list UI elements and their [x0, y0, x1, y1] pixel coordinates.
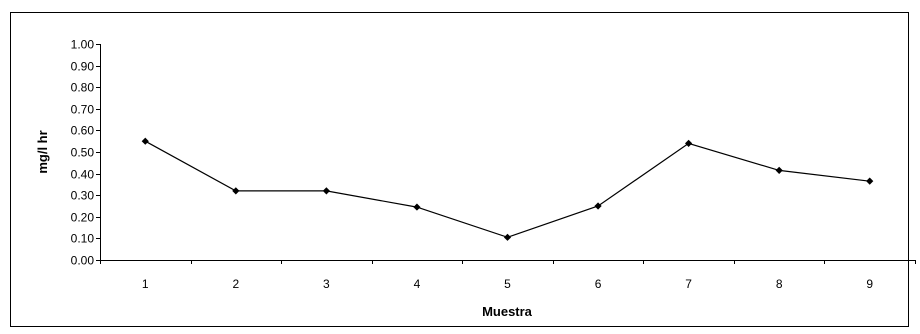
series-group [141, 137, 874, 241]
data-point [322, 187, 330, 195]
y-tick-label: 0.30 [71, 189, 95, 203]
y-tick-label: 0.90 [71, 60, 95, 74]
y-axis-title: mg/l hr [35, 130, 50, 173]
data-point [775, 166, 783, 174]
chart-frame [10, 12, 909, 327]
y-ticks: 0.00 0.10 0.20 0.30 0.40 0.50 0.60 0.70 0.80 0.90… [71, 38, 100, 268]
data-point [594, 202, 602, 210]
data-point [413, 203, 421, 211]
y-tick-label: 0.70 [71, 103, 95, 117]
y-tick-label: 0.20 [71, 211, 95, 225]
data-point [503, 233, 512, 241]
data-point [866, 177, 874, 185]
data-point [141, 137, 149, 145]
y-tick-label: 0.40 [71, 168, 95, 182]
x-tick-label: 2 [232, 277, 239, 291]
y-tick-label: 0.60 [71, 124, 95, 138]
y-tick-label: 0.10 [71, 232, 95, 246]
x-tick-label: 6 [595, 277, 602, 291]
x-axis-title: Muestra [482, 304, 533, 319]
data-point [232, 187, 240, 195]
y-tick-label: 0.00 [71, 254, 95, 268]
x-tick-label: 7 [685, 277, 692, 291]
y-tick-label: 1.00 [71, 38, 95, 52]
data-point [685, 139, 693, 147]
x-tick-label: 5 [504, 277, 511, 291]
y-tick-label: 0.50 [71, 146, 95, 160]
y-tick-label: 0.80 [71, 81, 95, 95]
x-tick-label: 9 [866, 277, 873, 291]
x-tick-label: 3 [323, 277, 330, 291]
x-ticks: 1 2 3 4 5 6 7 8 9 [100, 260, 916, 291]
x-tick-label: 4 [414, 277, 421, 291]
x-tick-label: 8 [776, 277, 783, 291]
x-tick-label: 1 [142, 277, 149, 291]
